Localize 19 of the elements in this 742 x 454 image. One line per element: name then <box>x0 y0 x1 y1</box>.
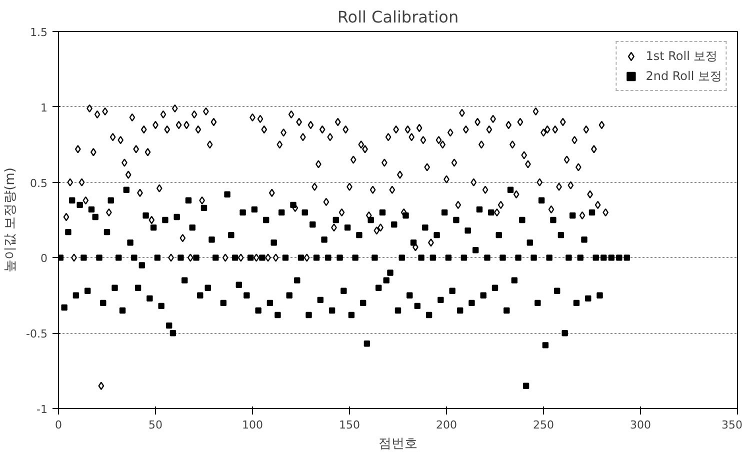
x-tick-label: 250 <box>533 418 554 432</box>
legend-label: 1st Roll 보정 <box>646 48 718 64</box>
x-tick-label: 50 <box>148 418 162 432</box>
x-tick-label: 0 <box>55 418 62 432</box>
x-tick-label: 150 <box>339 418 360 432</box>
y-tick-label: 0.5 <box>30 176 48 190</box>
x-axis-title: 점번호 <box>378 436 418 452</box>
x-tick-label: 200 <box>436 418 457 432</box>
legend-label: 2nd Roll 보정 <box>646 68 722 84</box>
y-tick-label: -0.5 <box>26 328 48 341</box>
x-tick-label: 350 <box>722 418 742 432</box>
y-axis-title: 높이값 보정량(m) <box>3 168 18 272</box>
y-tick-label: 0 <box>40 252 48 266</box>
y-tick-label: 1 <box>40 101 48 114</box>
y-tick-label: -1 <box>36 403 48 416</box>
x-tick-label: 300 <box>630 418 651 432</box>
chart-title: Roll Calibration <box>337 8 459 26</box>
y-tick-label: 1.5 <box>30 26 48 39</box>
x-tick-label: 100 <box>242 418 263 432</box>
